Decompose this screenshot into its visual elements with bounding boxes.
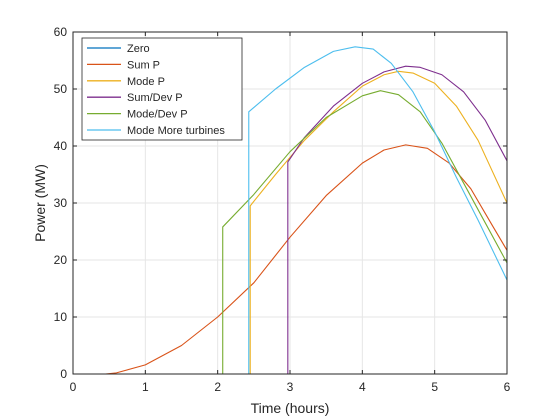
x-tick-label: 2 [214, 380, 221, 394]
y-tick-label: 50 [54, 82, 68, 96]
x-tick-label: 5 [431, 380, 438, 394]
series-line [73, 46, 508, 375]
series-line [73, 65, 508, 375]
series-line [73, 144, 508, 375]
series-line [73, 70, 508, 375]
legend-label: Sum P [127, 59, 160, 71]
legend-label: Sum/Dev P [127, 92, 183, 104]
x-tick-label: 0 [70, 380, 77, 394]
x-tick-label: 6 [504, 380, 511, 394]
x-tick-label: 3 [287, 380, 294, 394]
x-tick-label: 4 [359, 380, 366, 394]
legend: Zero Sum P Mode P Sum/Dev P Mode/Dev P Mode M… [81, 37, 243, 141]
y-tick-label: 40 [54, 139, 68, 153]
legend-label: Zero [127, 43, 150, 55]
y-tick-label: 30 [54, 196, 68, 210]
y-tick-label: 10 [54, 310, 68, 324]
y-axis-label: Power (MW) [32, 164, 48, 242]
y-tick-label: 20 [54, 253, 68, 267]
y-tick-label: 0 [60, 367, 67, 381]
legend-label: Mode P [127, 76, 165, 88]
x-axis-label: Time (hours) [251, 400, 330, 416]
legend-label: Mode More turbines [127, 125, 225, 137]
legend-box [81, 37, 243, 141]
x-tick-label: 1 [142, 380, 149, 394]
y-tick-label: 60 [54, 25, 68, 39]
series-line [73, 90, 508, 375]
legend-label: Mode/Dev P [127, 109, 188, 121]
